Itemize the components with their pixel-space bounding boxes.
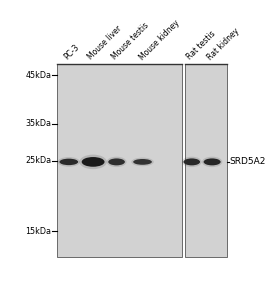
- Bar: [185, 64, 227, 256]
- Ellipse shape: [133, 159, 152, 165]
- Ellipse shape: [108, 158, 125, 165]
- Text: Mouse testis: Mouse testis: [110, 21, 151, 62]
- Text: Mouse liver: Mouse liver: [86, 24, 124, 62]
- Ellipse shape: [182, 157, 202, 167]
- Text: PC-3: PC-3: [62, 43, 81, 62]
- Text: 35kDa: 35kDa: [25, 119, 51, 128]
- Ellipse shape: [202, 157, 222, 167]
- Text: 25kDa: 25kDa: [25, 156, 51, 165]
- Ellipse shape: [131, 158, 154, 166]
- Bar: [57, 64, 182, 256]
- Ellipse shape: [204, 158, 221, 165]
- Text: Mouse kidney: Mouse kidney: [137, 18, 181, 62]
- Ellipse shape: [58, 157, 80, 167]
- Text: 45kDa: 45kDa: [25, 71, 51, 80]
- Text: Rat kidney: Rat kidney: [206, 26, 241, 62]
- Ellipse shape: [59, 159, 78, 165]
- Ellipse shape: [82, 157, 105, 167]
- Text: SRD5A2: SRD5A2: [230, 158, 266, 166]
- Text: 15kDa: 15kDa: [25, 227, 51, 236]
- Text: Rat testis: Rat testis: [185, 30, 218, 62]
- Ellipse shape: [184, 158, 200, 165]
- Ellipse shape: [79, 154, 107, 169]
- Ellipse shape: [107, 157, 126, 167]
